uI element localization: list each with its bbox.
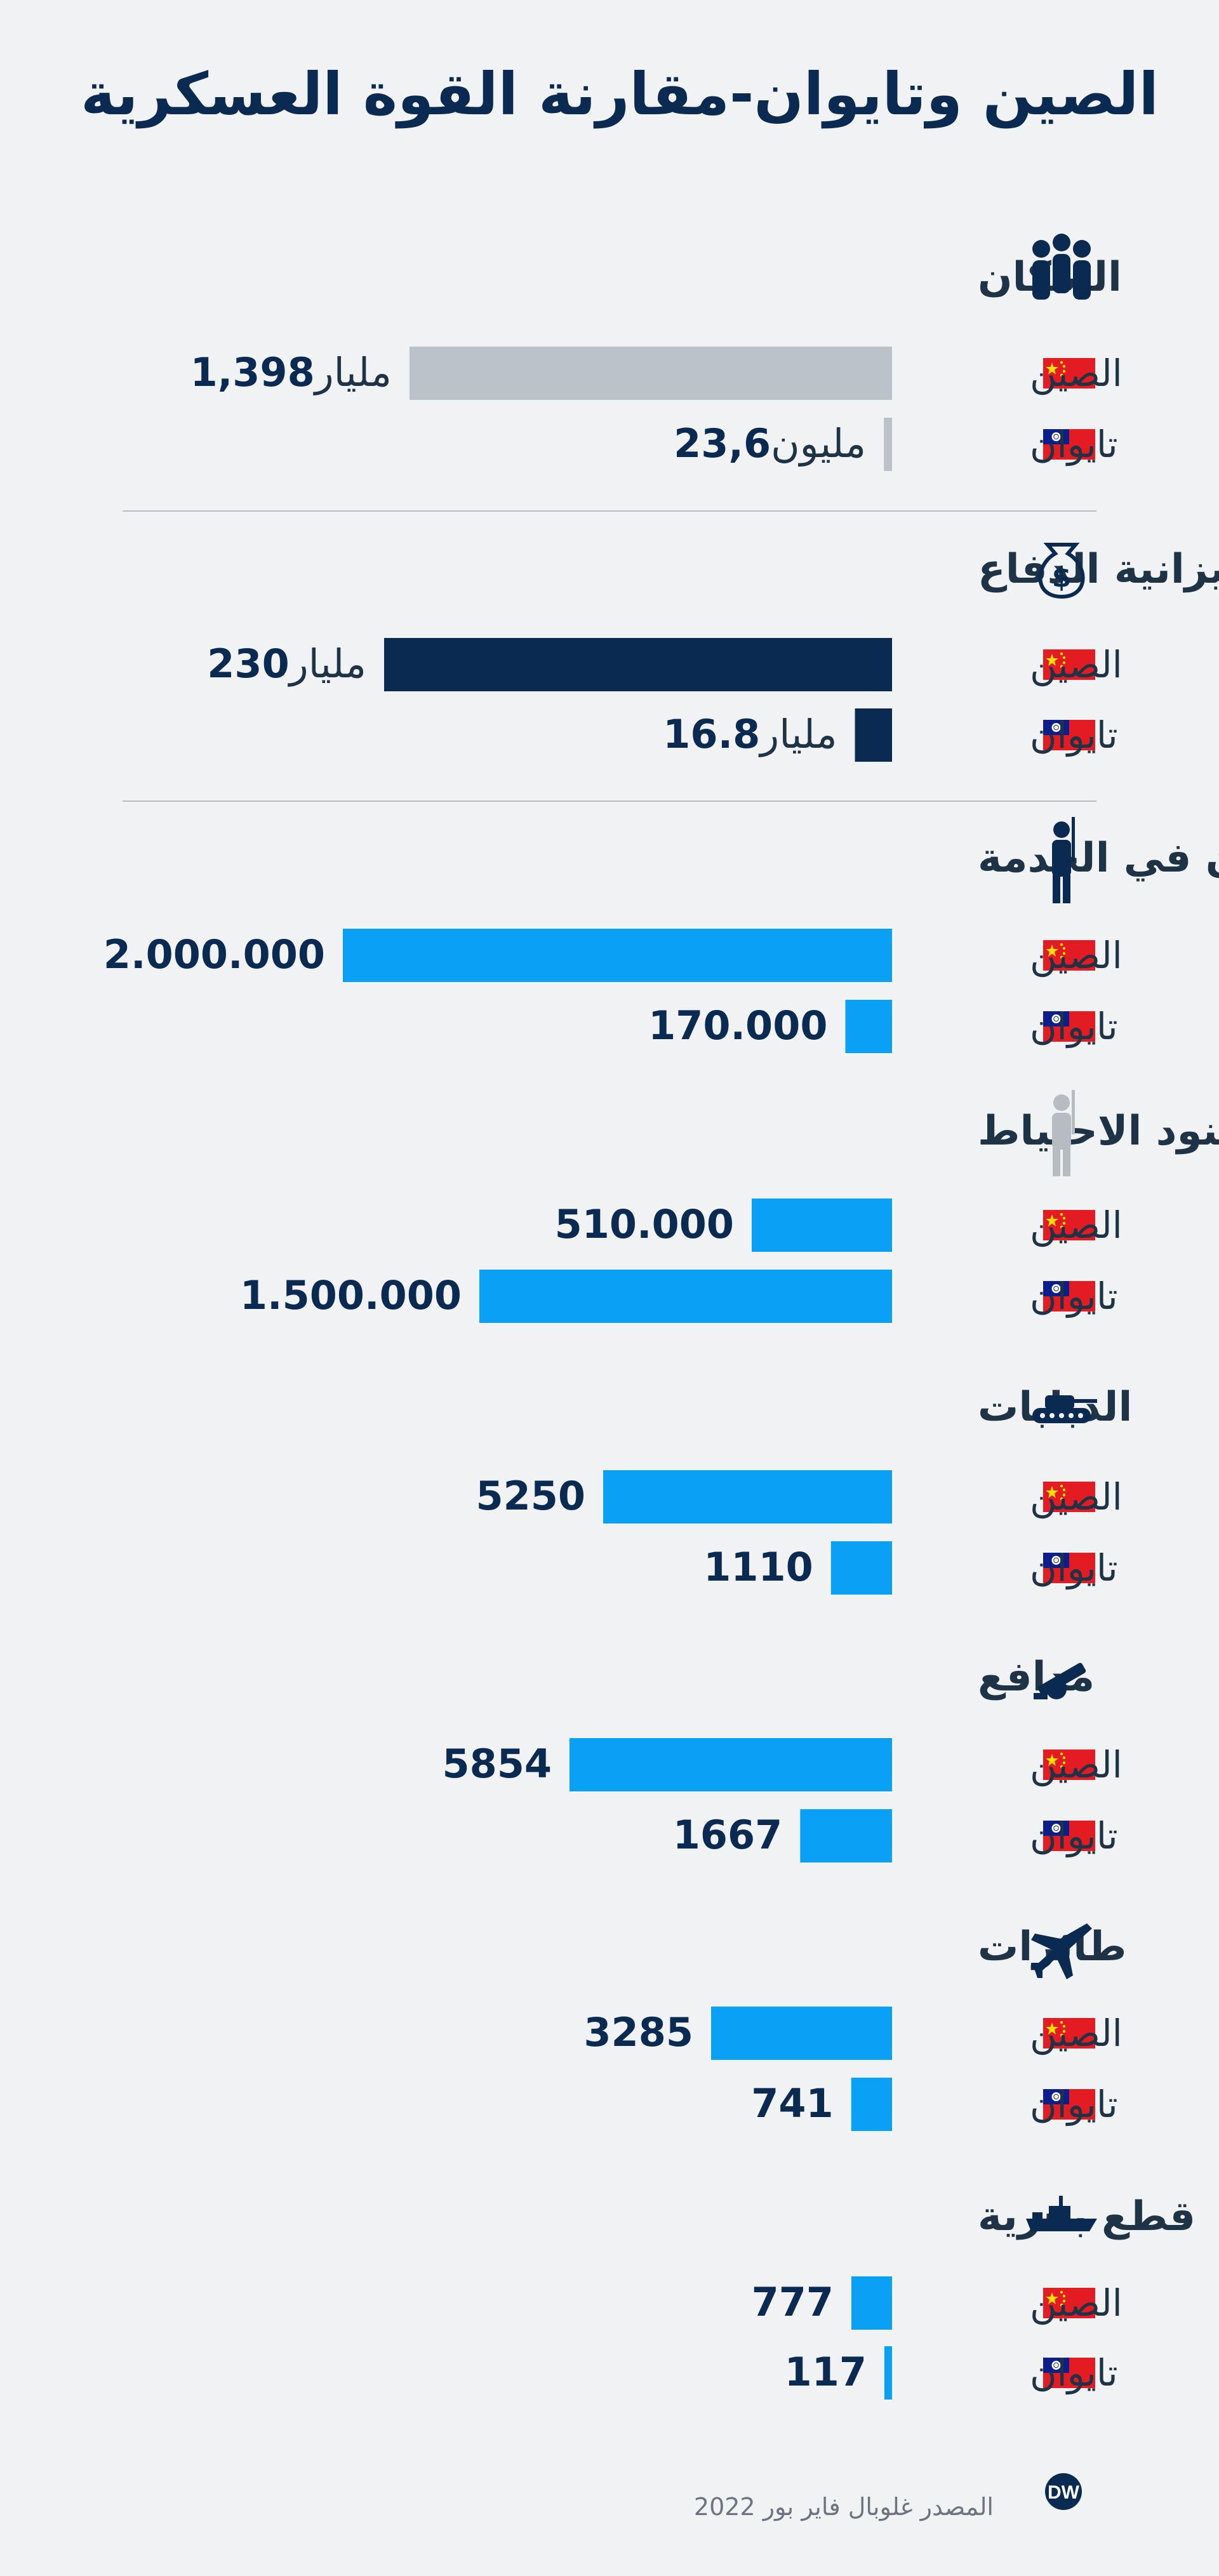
data-label: 3285 bbox=[583, 2009, 693, 2055]
section-title: ميزانية الدفاع bbox=[978, 546, 1219, 593]
country-label: الصين bbox=[1030, 2281, 1122, 2325]
chart-section: طائراتالصين3285تايوان741 bbox=[583, 1923, 1126, 2131]
data-label-number: 23,6 bbox=[674, 420, 771, 467]
bar bbox=[800, 1809, 892, 1862]
bar bbox=[479, 1270, 892, 1323]
data-label-number: 5854 bbox=[442, 1741, 552, 1787]
country-label: الصين bbox=[1030, 1743, 1122, 1787]
dw-logo-text: DW bbox=[1048, 2482, 1080, 2503]
data-label-number: 117 bbox=[785, 2349, 867, 2395]
source-note: المصدر غلوبال فاير بور 2022 bbox=[693, 2493, 994, 2521]
data-label: 5854 bbox=[442, 1741, 552, 1787]
data-label-number: 3285 bbox=[583, 2009, 693, 2055]
data-label-number: 2.000.000 bbox=[103, 931, 325, 978]
chart-section: الدباباتالصين5250تايوان1110 bbox=[476, 1384, 1132, 1595]
data-label: 2.000.000 bbox=[103, 931, 325, 978]
country-label: تايوان bbox=[1030, 1814, 1118, 1858]
bar bbox=[851, 2276, 892, 2330]
data-label-unit: مليار bbox=[758, 711, 837, 757]
data-label: 510.000 bbox=[555, 1201, 734, 1247]
data-label-number: 1,398 bbox=[190, 349, 315, 395]
country-label: تايوان bbox=[1030, 2083, 1118, 2127]
chart-section: قطع بحرية الصين 777 تايوان 117 bbox=[752, 2193, 1196, 2400]
bar bbox=[851, 2078, 892, 2131]
data-label-number: 1110 bbox=[703, 1544, 813, 1590]
data-label-number: 510.000 bbox=[555, 1201, 734, 1247]
data-label: 1110 bbox=[703, 1544, 813, 1590]
airplane-icon bbox=[1031, 1923, 1092, 1979]
country-label: تايوان bbox=[1030, 1005, 1118, 1049]
data-label-unit: مليون bbox=[771, 420, 866, 467]
tank-icon bbox=[1032, 1395, 1097, 1423]
data-label-unit: مليار bbox=[313, 349, 392, 395]
country-label: الصين bbox=[1030, 2012, 1122, 2055]
section-title: قطع بحرية bbox=[978, 2193, 1196, 2240]
data-label: مليار16.8 bbox=[663, 711, 837, 757]
bar bbox=[343, 929, 892, 982]
data-label: 5250 bbox=[476, 1473, 585, 1519]
section-title: الجنود العاملون في الخدمة bbox=[978, 835, 1219, 882]
bar bbox=[845, 1000, 892, 1053]
data-label-number: 5250 bbox=[476, 1473, 585, 1519]
country-label: تايوان bbox=[1030, 423, 1118, 467]
data-label: 741 bbox=[751, 2080, 833, 2127]
bar bbox=[711, 2007, 892, 2060]
country-label: الصين bbox=[1030, 643, 1122, 687]
dw-logo: DW bbox=[1045, 2473, 1082, 2510]
chart-section: جنود الاحتياط الصين 510.000 تايوان 1.500.000 bbox=[240, 1090, 1219, 1323]
bar bbox=[570, 1738, 892, 1791]
data-label-number: 741 bbox=[751, 2080, 833, 2127]
data-label-number: 230 bbox=[207, 641, 289, 687]
bar bbox=[384, 638, 892, 691]
data-label: 170.000 bbox=[648, 1002, 827, 1049]
bar bbox=[752, 1198, 892, 1252]
data-label-number: 1667 bbox=[673, 1812, 783, 1858]
country-label: تايوان bbox=[1030, 2351, 1118, 2395]
country-label: تايوان bbox=[1030, 1546, 1118, 1590]
data-label-number: 16.8 bbox=[663, 711, 760, 757]
country-label: الصين bbox=[1030, 934, 1122, 978]
data-label: 1667 bbox=[673, 1812, 783, 1858]
soldier-icon bbox=[1052, 817, 1075, 903]
artillery-icon bbox=[1034, 1663, 1086, 1699]
data-label: مليون23,6 bbox=[674, 420, 866, 467]
data-label: مليار230 bbox=[207, 641, 366, 687]
data-label-number: 1.500.000 bbox=[240, 1272, 462, 1318]
data-label: 777 bbox=[752, 2279, 834, 2325]
svg-text:$: $ bbox=[1052, 561, 1072, 594]
ship-icon bbox=[1026, 2196, 1097, 2231]
bar bbox=[884, 418, 892, 471]
country-label: تايوان bbox=[1030, 1275, 1118, 1318]
data-label: 1.500.000 bbox=[240, 1272, 462, 1318]
country-label: الصين bbox=[1030, 1204, 1122, 1247]
data-label-number: 777 bbox=[752, 2279, 834, 2325]
data-label-number: 170.000 bbox=[648, 1002, 827, 1049]
data-label: 117 bbox=[785, 2349, 867, 2395]
data-label: مليار1,398 bbox=[190, 349, 392, 395]
data-label-unit: مليار bbox=[288, 641, 366, 687]
reserve-soldier-icon bbox=[1052, 1090, 1075, 1176]
section-title: جنود الاحتياط bbox=[978, 1108, 1219, 1155]
country-label: الصين bbox=[1030, 1475, 1122, 1519]
chart-title: الصين وتايوان-مقارنة القوة العسكرية bbox=[81, 60, 1159, 128]
country-label: تايوان bbox=[1030, 714, 1118, 757]
bar bbox=[603, 1470, 892, 1524]
bar bbox=[884, 2346, 892, 2400]
bar bbox=[830, 1541, 892, 1595]
money-bag-icon: $ bbox=[1038, 543, 1085, 599]
country-label: الصين bbox=[1030, 352, 1122, 395]
bar bbox=[855, 708, 892, 762]
people-icon bbox=[1032, 234, 1091, 300]
bar bbox=[410, 347, 892, 400]
chart-section: الجنود العاملون في الخدمة الصين 2.000.000 ت… bbox=[103, 817, 1219, 1053]
